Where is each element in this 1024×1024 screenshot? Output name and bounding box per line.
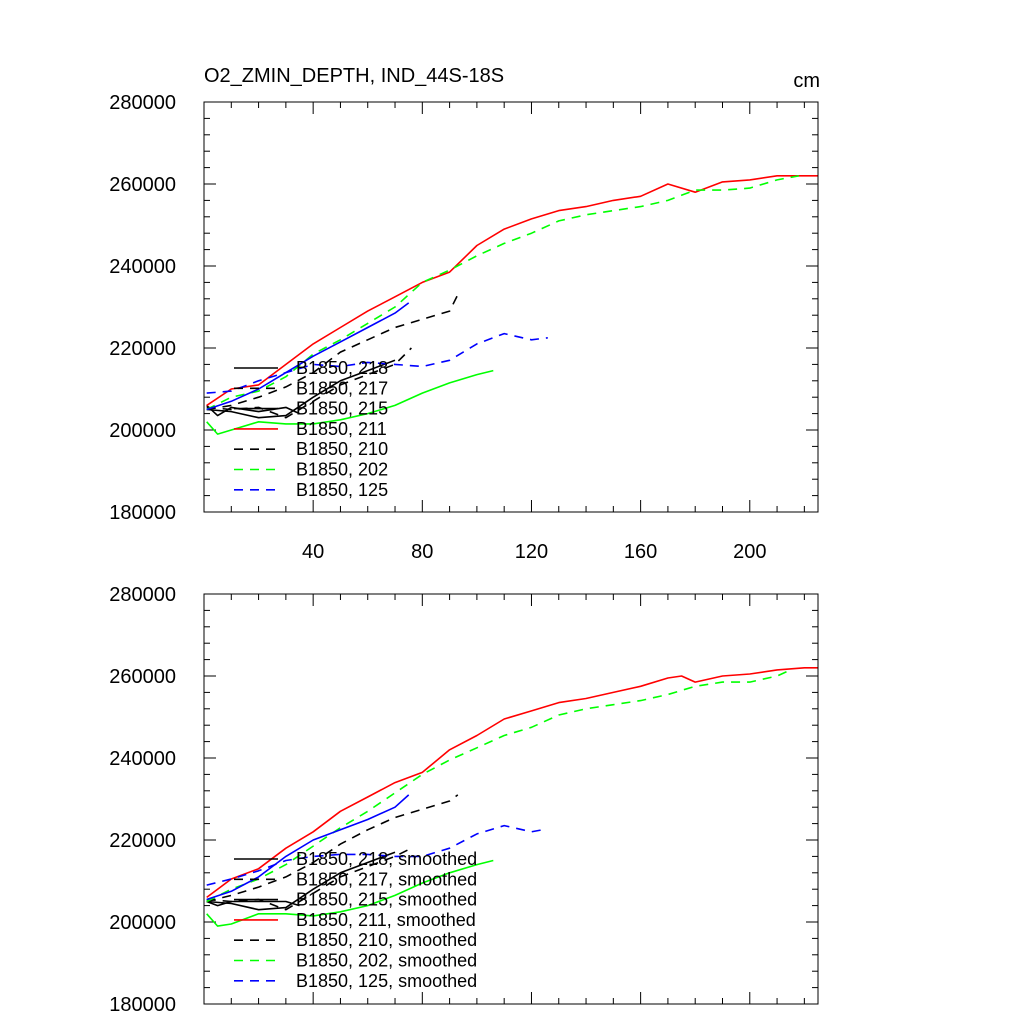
y-tick-label: 260000 <box>109 666 176 688</box>
series-line-b1850-210 <box>206 294 459 411</box>
series-line-unlabeled-7 <box>206 302 410 411</box>
top-plot-area: 180000 200000 220000 240000 260000 280000 40 80… <box>109 92 818 563</box>
legend-label: B1850, 215 <box>296 399 388 419</box>
legend-label: B1850, 218, smoothed <box>296 849 477 869</box>
legend-label: B1850, 210 <box>296 439 388 459</box>
x-tick-label: 200 <box>733 541 766 563</box>
legend-label: B1850, 202, smoothed <box>296 951 477 971</box>
series-line-b1850-215-smoothed <box>206 900 300 907</box>
y-tick-label: 240000 <box>109 748 176 770</box>
legend-label: B1850, 217, smoothed <box>296 869 477 889</box>
series-line-b1850-218-smoothed <box>206 851 396 911</box>
series-line-b1850-202 <box>206 175 800 411</box>
x-tick-label: 120 <box>515 541 548 563</box>
legend-label: B1850, 215, smoothed <box>296 890 477 910</box>
series-line-b1850-211 <box>206 175 818 407</box>
bottom-plot-area: 180000 200000 220000 240000 260000 280000 B185… <box>109 584 818 1016</box>
series-line-b1850-125 <box>206 332 548 394</box>
series-line-b1850-210-smoothed <box>206 794 459 903</box>
y-tick-label: 200000 <box>109 420 176 442</box>
x-tick-label: 160 <box>624 541 657 563</box>
legend-label: B1850, 125, smoothed <box>296 971 477 991</box>
y-tick-label: 280000 <box>109 92 176 114</box>
series-line-b1850-202-smoothed <box>206 669 792 903</box>
y-tick-label: 200000 <box>109 912 176 934</box>
legend-label: B1850, 218 <box>296 358 388 378</box>
y-tick-label: 280000 <box>109 584 176 606</box>
units-label: cm <box>793 70 820 92</box>
legend-label: B1850, 211 <box>296 419 387 439</box>
y-tick-label: 220000 <box>109 830 176 852</box>
series-line-b1850-211-smoothed <box>206 666 818 899</box>
y-tick-label: 240000 <box>109 256 176 278</box>
series-line-b1850-125-smoothed <box>206 824 543 886</box>
x-tick-label: 40 <box>302 541 324 563</box>
y-tick-label: 220000 <box>109 338 176 360</box>
series-line-b1850-218 <box>206 359 396 419</box>
y-tick-label: 260000 <box>109 174 176 196</box>
legend-label: B1850, 210, smoothed <box>296 930 477 950</box>
bottom-chart-panel: 180000 200000 220000 240000 260000 280000 B185… <box>109 584 819 1016</box>
chart-title: O2_ZMIN_DEPTH, IND_44S-18S <box>204 65 504 87</box>
legend-label: B1850, 217 <box>296 378 388 398</box>
series-line-unlabeled-8 <box>206 859 494 927</box>
y-tick-label: 180000 <box>109 994 176 1016</box>
top-chart-panel: O2_ZMIN_DEPTH, IND_44S-18S cm 180000 2000… <box>109 65 820 563</box>
series-line-unlabeled-8 <box>206 369 494 435</box>
legend-label: B1850, 125 <box>296 480 388 500</box>
y-tick-label: 180000 <box>109 502 176 524</box>
legend-label: B1850, 211, smoothed <box>296 910 476 930</box>
top-plot-frame <box>203 101 819 513</box>
legend-label: B1850, 202 <box>296 460 388 480</box>
series-line-b1850-215 <box>206 404 300 417</box>
x-tick-label: 80 <box>411 541 433 563</box>
bottom-plot-frame <box>203 593 819 1005</box>
series-line-unlabeled-7 <box>206 794 410 901</box>
